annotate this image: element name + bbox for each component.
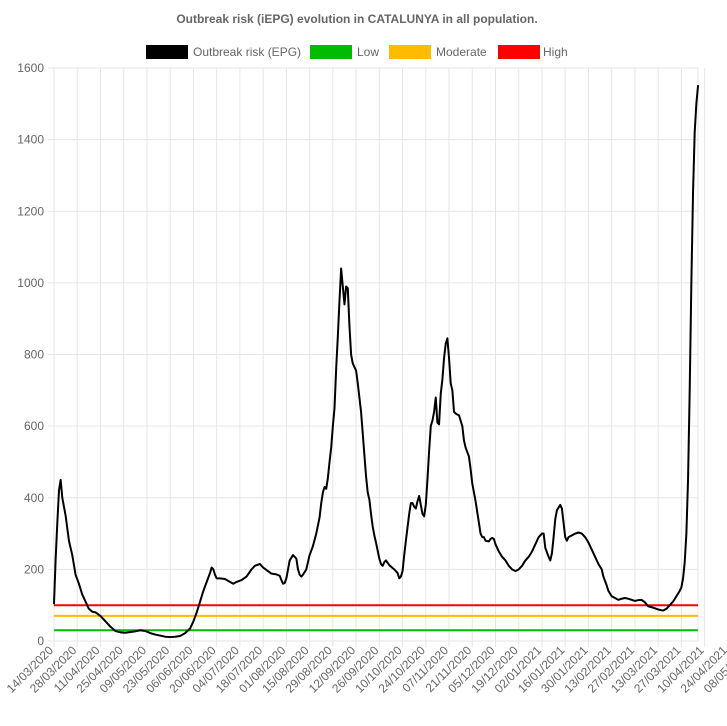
y-tick-label: 1400	[17, 133, 44, 147]
y-tick-label: 200	[24, 562, 44, 576]
y-tick-label: 1000	[17, 276, 44, 290]
y-tick-label: 600	[24, 419, 44, 433]
legend-label-epg: Outbreak risk (EPG)	[193, 45, 301, 59]
legend-item-high[interactable]: High	[498, 45, 568, 59]
series-layer	[53, 84, 699, 639]
legend-swatch-moderate	[389, 45, 431, 59]
legend-swatch-high	[498, 45, 540, 59]
legend-label-high: High	[543, 45, 568, 59]
x-axis-ticks: 14/03/202028/03/202011/04/202025/04/2020…	[4, 643, 727, 696]
legend-swatch-epg	[146, 45, 188, 59]
y-tick-label: 800	[24, 348, 44, 362]
legend-item-moderate[interactable]: Moderate	[389, 45, 487, 59]
grid	[48, 67, 706, 647]
y-tick-label: 0	[37, 634, 44, 648]
chart-title: Outbreak risk (iEPG) evolution in CATALU…	[176, 12, 537, 26]
y-axis-ticks: 0 200 400 600 800 1000 1200 1400 1600	[17, 61, 44, 648]
threshold-lines	[54, 604, 698, 632]
y-tick-label: 1600	[17, 61, 44, 75]
legend-item-low[interactable]: Low	[310, 45, 379, 59]
legend-label-low: Low	[357, 45, 379, 59]
legend-item-epg[interactable]: Outbreak risk (EPG)	[146, 45, 301, 59]
legend: Outbreak risk (EPG) Low Moderate High	[146, 45, 568, 59]
legend-swatch-low	[310, 45, 352, 59]
y-tick-label: 400	[24, 491, 44, 505]
legend-label-moderate: Moderate	[436, 45, 487, 59]
epg-series-line	[53, 84, 699, 639]
y-tick-label: 1200	[17, 204, 44, 218]
